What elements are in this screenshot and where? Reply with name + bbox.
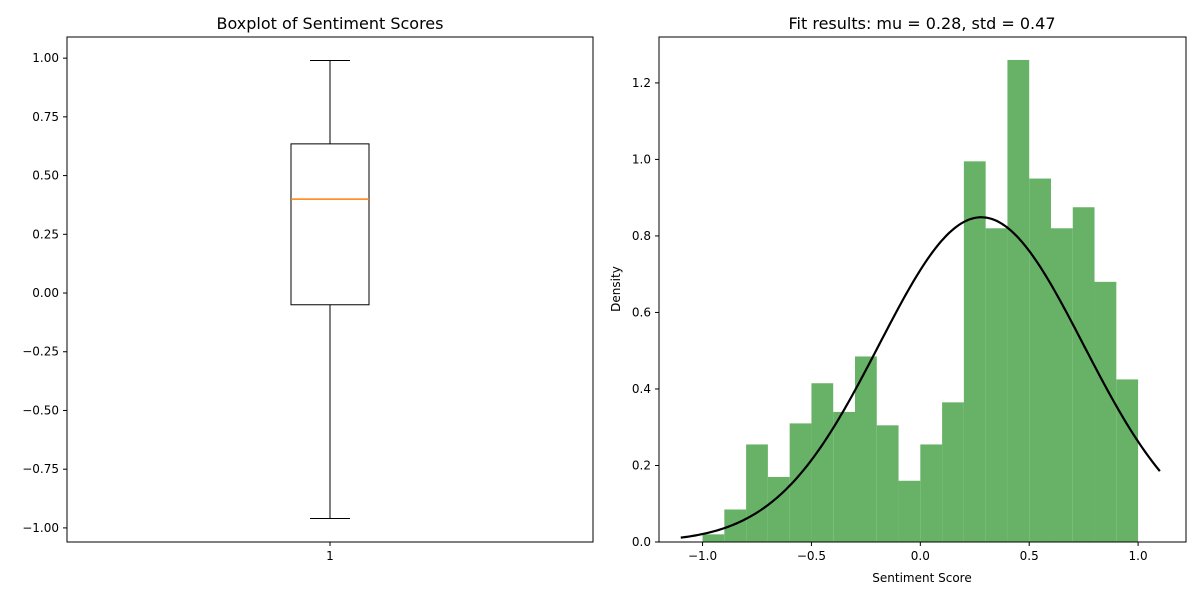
boxplot-title: Boxplot of Sentiment Scores (217, 14, 444, 33)
x-tick-label: 0.0 (911, 549, 930, 563)
x-tick-label: 0.5 (1020, 549, 1039, 563)
histogram-title: Fit results: mu = 0.28, std = 0.47 (789, 14, 1056, 33)
x-tick-label: −1.0 (688, 549, 717, 563)
y-tick-label: 0.2 (632, 458, 651, 472)
histogram-bar (942, 402, 964, 542)
histogram-bar (724, 509, 747, 542)
histogram-bar (1116, 379, 1139, 542)
y-tick-label: −0.25 (22, 345, 59, 359)
histogram-bar (1050, 228, 1073, 542)
histogram-bar (898, 480, 921, 542)
histogram-bar (1007, 59, 1030, 543)
histogram-bar (1029, 178, 1051, 542)
y-tick-label: 0.75 (32, 110, 59, 124)
histogram-bar (1072, 207, 1095, 542)
histogram-bar (833, 411, 855, 542)
histogram-bar (767, 476, 790, 542)
y-tick-label: 1.0 (632, 152, 651, 166)
y-tick-label: 1.00 (32, 51, 59, 65)
box-iqr (290, 143, 370, 306)
y-tick-label: 0.4 (632, 382, 651, 396)
histogram-x-axis-label: Sentiment Score (872, 571, 971, 585)
histogram-plot-area: −1.0 −0.5 0.0 0.5 1.0 0.0 0.2 0.4 0.6 0.8 1.0 1.2 (632, 59, 1161, 563)
x-tick-label: 1.0 (1129, 549, 1148, 563)
y-tick-label: −1.00 (22, 521, 59, 535)
histogram-bar (811, 383, 834, 542)
histogram-bar (702, 534, 725, 542)
y-tick-label: 0.6 (632, 305, 651, 319)
histogram-bar (789, 423, 812, 542)
x-tick-label: 1 (326, 549, 334, 563)
y-tick-label: −0.75 (22, 462, 59, 476)
histogram-bar (1094, 281, 1117, 542)
y-tick-label: 1.2 (632, 76, 651, 90)
histogram-axes-frame (658, 36, 1187, 543)
y-tick-label: 0.50 (32, 169, 59, 183)
histogram-bar (920, 444, 943, 542)
y-tick-label: −0.50 (22, 403, 59, 417)
y-tick-label: 0.00 (32, 286, 59, 300)
x-tick-label: −0.5 (797, 549, 826, 563)
histogram-bar (985, 228, 1008, 542)
y-tick-label: 0.0 (632, 535, 651, 549)
histogram-bar (963, 161, 986, 542)
boxplot-axes-frame (66, 36, 594, 543)
y-tick-label: 0.25 (32, 227, 59, 241)
histogram-y-axis-label: Density (609, 266, 623, 312)
y-tick-label: 0.8 (632, 229, 651, 243)
histogram-bar (876, 425, 899, 542)
normal-fit-curve (680, 216, 1161, 539)
boxplot-plot-area: 1.00 0.75 0.50 0.25 0.00 −0.25 −0.50 −0.75 −1.00… (22, 51, 370, 563)
histogram-panel: Fit results: mu = 0.28, std = 0.47 −1.0−… (609, 14, 1187, 585)
histogram-bar (854, 356, 877, 542)
boxplot-panel: Boxplot of Sentiment Scores 1.00 0.75 0.50… (22, 14, 594, 563)
histogram-bar (746, 444, 768, 542)
